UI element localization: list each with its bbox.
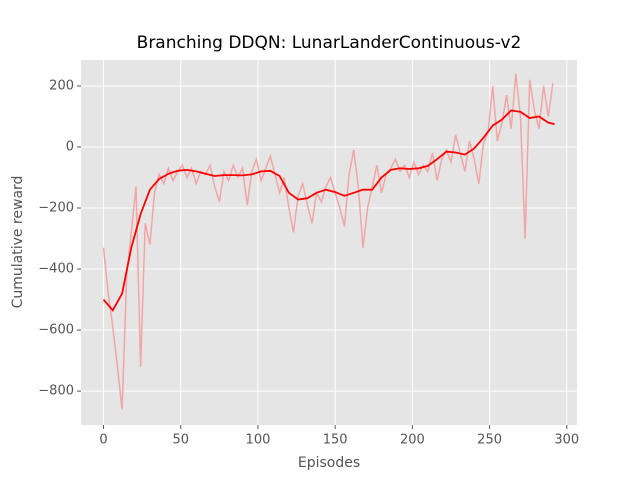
y-tick-label: −400 <box>38 262 74 277</box>
x-tick-label: 150 <box>323 433 348 448</box>
x-tick-label: 250 <box>477 433 502 448</box>
x-tick-label: 200 <box>400 433 425 448</box>
x-tick-label: 50 <box>172 433 189 448</box>
y-tick-label: 200 <box>49 78 74 93</box>
x-tick-label: 300 <box>554 433 579 448</box>
x-tick-label: 100 <box>246 433 271 448</box>
x-axis-label: Episodes <box>298 455 360 471</box>
chart-title: Branching DDQN: LunarLanderContinuous-v2 <box>137 33 522 53</box>
y-tick-label: 0 <box>66 139 74 154</box>
y-tick-label: −200 <box>38 201 74 216</box>
y-tick-label: −800 <box>38 384 74 399</box>
y-axis-label: Cumulative reward <box>10 176 26 309</box>
y-tick-label: −600 <box>38 323 74 338</box>
x-tick-label: 0 <box>99 433 107 448</box>
plot: 0 50 100 150 200 250 300 −800 −600 −400 −200 0 200 <box>38 60 579 448</box>
series-line <box>102 109 555 312</box>
plot-area <box>81 60 577 425</box>
